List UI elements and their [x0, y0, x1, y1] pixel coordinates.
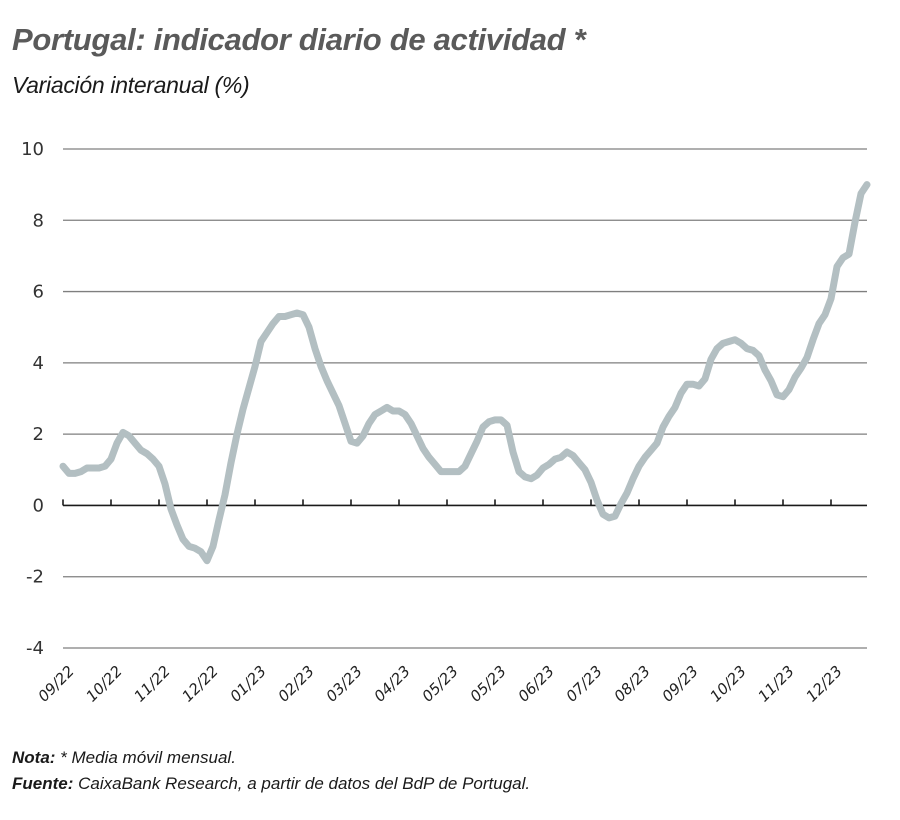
x-tick-label: 12/22	[179, 662, 222, 705]
note-label: Nota:	[12, 748, 56, 767]
x-axis	[62, 499, 867, 507]
x-tick-label: 09/22	[35, 662, 78, 705]
series-layer	[59, 181, 871, 565]
x-tick-label: 10/22	[83, 662, 126, 705]
y-tick-label: 4	[33, 353, 44, 374]
x-tick-label: 11/23	[755, 662, 798, 705]
y-tick-label: -4	[26, 638, 44, 659]
gridlines	[63, 148, 867, 649]
x-tick-label: 12/23	[803, 662, 846, 705]
x-tick-label: 10/23	[707, 662, 750, 705]
note-text: * Media móvil mensual.	[55, 748, 236, 767]
chart-subtitle: Variación interanual (%)	[12, 72, 250, 98]
y-axis-ticks: 10 8 6 4 2 0 -2 -4	[21, 139, 44, 659]
x-tick-label: 09/23	[659, 662, 702, 705]
chart-title: Portugal: indicador diario de actividad …	[12, 22, 586, 57]
x-tick-label: 07/23	[563, 662, 606, 705]
note: Nota: * Media móvil mensual.	[12, 748, 236, 768]
y-tick-label: 0	[33, 495, 44, 516]
y-tick-label: 10	[21, 139, 44, 160]
x-tick-label: 05/23	[467, 662, 510, 705]
x-tick-label: 06/23	[515, 662, 558, 705]
source-text: CaixaBank Research, a partir de datos de…	[73, 774, 531, 793]
x-tick-label: 08/23	[611, 662, 654, 705]
x-tick-label: 04/23	[371, 662, 414, 705]
source-label: Fuente:	[12, 774, 74, 793]
y-tick-label: 6	[33, 282, 44, 303]
x-tick-label: 02/23	[275, 662, 318, 705]
y-tick-label: 2	[33, 424, 44, 445]
x-axis-tick-labels: 09/22 10/22 11/22 12/22 01/23 02/23 03/23 04/23…	[35, 662, 846, 705]
y-tick-label: 8	[33, 210, 44, 231]
x-tick-label: 03/23	[323, 662, 366, 705]
source: Fuente: CaixaBank Research, a partir de …	[12, 774, 530, 794]
x-tick-label: 05/23	[419, 662, 462, 705]
y-tick-label: -2	[26, 567, 44, 588]
x-tick-label: 01/23	[227, 662, 270, 705]
x-tick-label: 11/22	[131, 662, 174, 705]
series-line	[59, 181, 871, 565]
